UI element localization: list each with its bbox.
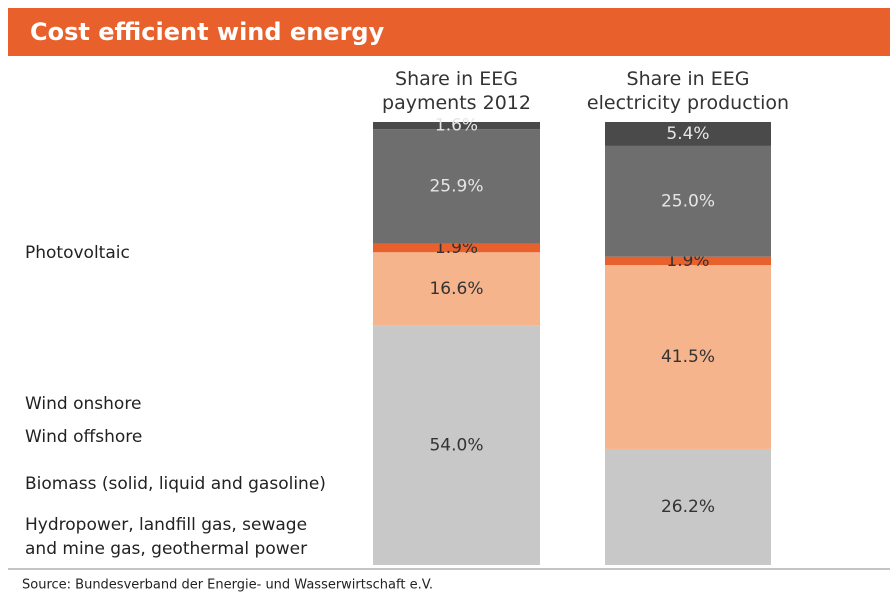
bar-segment <box>605 265 771 449</box>
title-bar <box>8 8 890 56</box>
series-label: Wind offshore <box>25 427 142 447</box>
category-label: Share in EEG electricity production <box>587 68 789 114</box>
bar-segment <box>605 122 771 146</box>
series-label: Biomass (solid, liquid and gasoline) <box>25 474 326 494</box>
bar-segment <box>373 129 540 244</box>
bar-segment <box>373 243 540 253</box>
bar-segment <box>605 256 771 266</box>
bar-segment <box>605 448 771 565</box>
bar-segment <box>605 145 771 257</box>
value-label: 26.2% <box>661 497 715 517</box>
value-label: 54.0% <box>429 435 483 455</box>
bar-segment <box>373 122 540 130</box>
bar-segment <box>373 252 540 326</box>
value-label: 16.6% <box>429 279 483 299</box>
value-label: 5.4% <box>666 124 709 144</box>
series-label: Wind onshore <box>25 394 141 414</box>
source: Source: Bundesverband der Energie- und W… <box>22 578 433 593</box>
series-label: Photovoltaic <box>25 243 130 263</box>
value-label: 1.6% <box>435 116 478 136</box>
series-label: Hydropower, landfill gas, sewage and mine… <box>25 515 307 559</box>
bar-segment <box>373 325 540 565</box>
value-label: 25.0% <box>661 191 715 211</box>
category-label: Share in EEG payments 2012 <box>382 68 531 114</box>
chart-title: Cost efficient wind energy <box>30 18 385 46</box>
value-label: 25.9% <box>429 176 483 196</box>
value-label: 41.5% <box>661 347 715 367</box>
